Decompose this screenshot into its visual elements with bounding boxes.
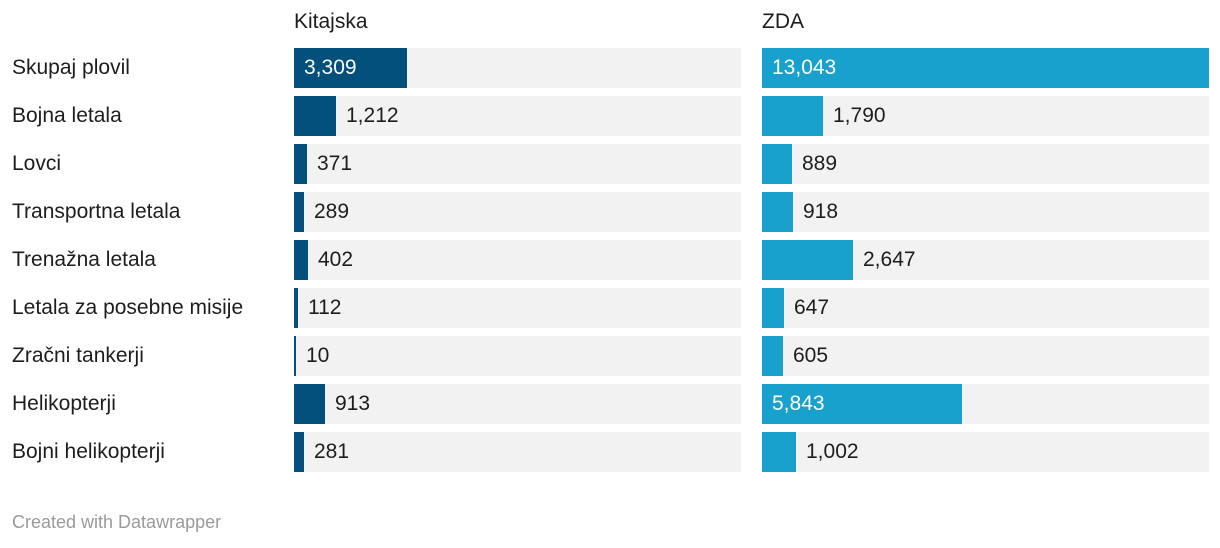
bar-track: 647 xyxy=(762,288,1209,328)
value-label: 13,043 xyxy=(772,56,837,79)
category-label: Zračni tankerji xyxy=(12,344,144,367)
value-label: 289 xyxy=(314,200,350,223)
bar xyxy=(762,288,784,328)
bar-track: 889 xyxy=(762,144,1209,184)
category-label: Bojni helikopterji xyxy=(12,440,165,463)
chart-row: Letala za posebne misije 112 647 xyxy=(0,288,1220,328)
bar-track: 605 xyxy=(762,336,1209,376)
bar xyxy=(294,96,336,136)
chart-row: Skupaj plovil 3,309 13,043 xyxy=(0,48,1220,88)
value-label: 10 xyxy=(306,344,330,367)
value-label: 1,212 xyxy=(346,104,399,127)
bar xyxy=(294,192,304,232)
bar xyxy=(762,336,783,376)
value-label: 281 xyxy=(314,440,350,463)
chart-row: Helikopterji 913 5,843 xyxy=(0,384,1220,424)
category-label: Lovci xyxy=(12,152,62,175)
value-label: 371 xyxy=(317,152,353,175)
bar-track: 918 xyxy=(762,192,1209,232)
bar xyxy=(762,432,796,472)
bar xyxy=(762,192,793,232)
bar xyxy=(762,48,1209,88)
value-label: 918 xyxy=(803,200,839,223)
bar-track: 371 xyxy=(294,144,741,184)
bar xyxy=(762,384,962,424)
bar xyxy=(294,384,325,424)
bar xyxy=(294,336,296,376)
bar xyxy=(294,144,307,184)
value-label: 3,309 xyxy=(304,56,357,79)
value-label: 889 xyxy=(802,152,838,175)
value-label: 5,843 xyxy=(772,392,825,415)
chart-row: Trenažna letala 402 2,647 xyxy=(0,240,1220,280)
bar xyxy=(762,144,792,184)
column-header-0: Kitajska xyxy=(294,10,368,33)
column-header-1: ZDA xyxy=(762,10,804,33)
value-label: 913 xyxy=(335,392,371,415)
bar-track: 1,002 xyxy=(762,432,1209,472)
bar-track: 281 xyxy=(294,432,741,472)
bar-track: 402 xyxy=(294,240,741,280)
value-label: 112 xyxy=(308,296,342,319)
category-label: Trenažna letala xyxy=(12,248,156,271)
bar-track: 2,647 xyxy=(762,240,1209,280)
category-label: Helikopterji xyxy=(12,392,116,415)
value-label: 605 xyxy=(793,344,829,367)
bar-track: 3,309 xyxy=(294,48,741,88)
value-label: 1,002 xyxy=(806,440,859,463)
value-label: 1,790 xyxy=(833,104,886,127)
value-label: 647 xyxy=(794,296,830,319)
bar-track: 289 xyxy=(294,192,741,232)
category-label: Transportna letala xyxy=(12,200,181,223)
footer-credit: Created with Datawrapper xyxy=(12,512,222,532)
bar-track: 913 xyxy=(294,384,741,424)
value-label: 2,647 xyxy=(863,248,916,271)
chart-row: Bojna letala 1,212 1,790 xyxy=(0,96,1220,136)
bar-track: 5,843 xyxy=(762,384,1209,424)
bar xyxy=(294,288,298,328)
category-label: Letala za posebne misije xyxy=(12,296,244,319)
bar-track: 1,790 xyxy=(762,96,1209,136)
chart-row: Zračni tankerji 10 605 xyxy=(0,336,1220,376)
bar xyxy=(762,96,823,136)
bar-track: 10 xyxy=(294,336,741,376)
category-label: Skupaj plovil xyxy=(12,56,130,79)
category-label: Bojna letala xyxy=(12,104,122,127)
chart-row: Bojni helikopterji 281 1,002 xyxy=(0,432,1220,472)
bar xyxy=(294,48,407,88)
bar xyxy=(294,240,308,280)
bar-track: 1,212 xyxy=(294,96,741,136)
bar xyxy=(762,240,853,280)
value-label: 402 xyxy=(318,248,354,271)
chart-row: Lovci 371 889 xyxy=(0,144,1220,184)
bar-track: 112 xyxy=(294,288,741,328)
bar xyxy=(294,432,304,472)
chart-row: Transportna letala 289 918 xyxy=(0,192,1220,232)
bar-track: 13,043 xyxy=(762,48,1209,88)
